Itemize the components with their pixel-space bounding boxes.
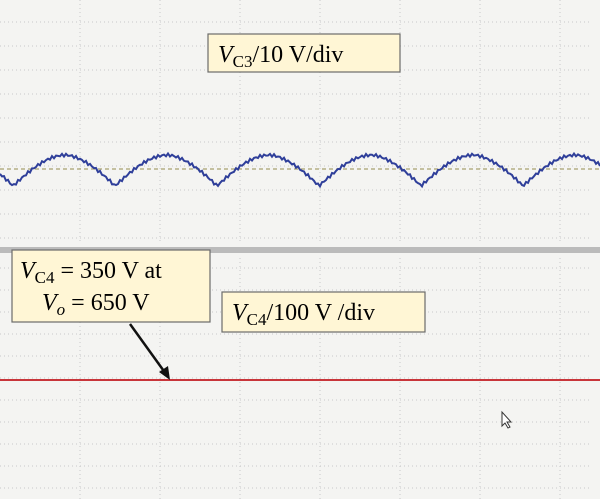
label-text: VC4 = 350 V at (20, 258, 162, 287)
mouse-cursor (501, 410, 513, 429)
label-box (11, 249, 211, 323)
label-text: VC4/100 V /div (232, 300, 375, 329)
label-text: VC3/10 V/div (218, 42, 343, 71)
text: /10 V/div (253, 42, 344, 68)
var: V (218, 42, 235, 68)
var: V (42, 290, 59, 316)
text: = 650 V (65, 290, 150, 316)
subscript: o (57, 300, 66, 319)
vc3-waveform (0, 151, 600, 189)
label-box (207, 33, 401, 73)
subscript: C4 (247, 310, 267, 329)
label-vc3: VC3/10 V/div (207, 33, 401, 73)
arrow (128, 323, 168, 375)
var: V (232, 300, 249, 326)
arrow-head (159, 366, 170, 380)
label-vc4-value: VC4 = 350 V at Vo = 650 V (11, 249, 211, 323)
label-box (221, 291, 426, 333)
label-text: Vo = 650 V (42, 290, 150, 319)
subscript: C3 (233, 52, 253, 71)
text: /100 V /div (267, 300, 375, 326)
subscript: C4 (35, 268, 55, 287)
label-vc4: VC4/100 V /div (221, 291, 426, 333)
var: V (20, 258, 37, 284)
text: = 350 V at (55, 258, 163, 284)
